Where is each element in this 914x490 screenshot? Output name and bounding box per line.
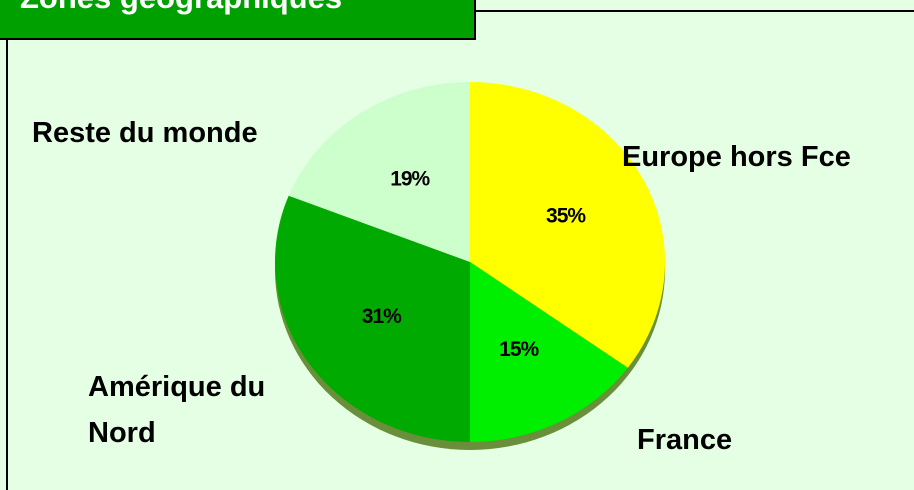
value-label: 19% [390,168,430,191]
category-label: Reste du monde [32,117,258,149]
title-tab: Zones géographiques [0,0,476,40]
value-label: 31% [362,305,402,328]
value-label: 35% [546,205,586,228]
category-label: Amérique du Nord [88,371,266,449]
chart-title: Zones géographiques [20,0,342,16]
pie-slice [470,262,628,442]
category-label: Europe hors Fce [622,141,851,173]
value-label: 15% [499,338,539,361]
pie-slice [288,82,470,262]
category-label: France [637,424,733,456]
pie-slice [275,195,470,442]
pie-slice [470,82,665,368]
